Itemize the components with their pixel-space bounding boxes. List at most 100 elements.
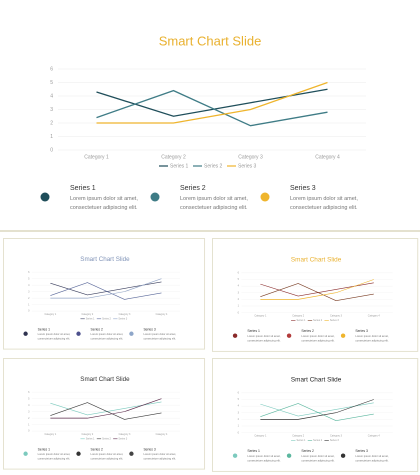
chart: Smart Chart Slide 0 1 2 3 4 5 6 Category 1 Catego… xyxy=(232,376,393,458)
series-line xyxy=(96,89,328,127)
x-tick-label: Category 1 xyxy=(45,433,57,436)
series-line xyxy=(260,403,374,422)
note-title: Series 2 xyxy=(91,447,103,451)
x-tick-label: Category 3 xyxy=(330,315,343,318)
series-line xyxy=(96,81,328,124)
note-dot xyxy=(76,451,81,456)
note-dot xyxy=(40,192,50,202)
series-line xyxy=(50,282,162,300)
series-line xyxy=(260,282,374,297)
note-text: Lorem ipsum dolor sit amet, consectetuer… xyxy=(355,335,389,343)
y-tick-label: 3 xyxy=(238,411,240,414)
y-tick-label: 4 xyxy=(238,285,240,288)
note-text: Lorem ipsum dolor sit amet, consectetuer… xyxy=(301,455,335,463)
x-tick-label: Category 3 xyxy=(238,154,263,160)
note-title: Series 3 xyxy=(355,329,368,333)
slide: Smart Chart Slide 0 1 2 3 4 5 6 Category 1 Catego… xyxy=(3,238,206,350)
y-tick-label: 2 xyxy=(28,297,30,300)
chart-title: Smart Chart Slide xyxy=(291,376,342,383)
note-dot xyxy=(286,333,292,338)
legend-label: Series 1 xyxy=(296,319,306,322)
series-line xyxy=(50,401,162,416)
x-tick-label: Category 2 xyxy=(82,313,94,316)
x-tick-label: Category 2 xyxy=(161,154,186,160)
note-title: Series 1 xyxy=(247,329,260,333)
note-text: Lorem ipsum dolor sit amet, consectetuer… xyxy=(37,453,71,461)
note-title: Series 3 xyxy=(143,447,155,451)
note-text: Lorem ipsum dolor sit amet, consectetuer… xyxy=(355,455,389,463)
legend-label: Series 3 xyxy=(238,163,257,169)
x-tick-label: Category 3 xyxy=(119,433,131,436)
x-tick-label: Category 3 xyxy=(119,313,131,316)
slide: Smart Chart Slide 0 1 2 3 4 5 6 Category 1 Catego… xyxy=(212,238,419,352)
legend-label: Series 2 xyxy=(102,437,111,440)
y-tick-label: 3 xyxy=(50,107,53,113)
y-tick-label: 3 xyxy=(28,410,30,413)
slide: Smart Chart Slide 0 1 2 3 4 5 6 Category 1 Catego… xyxy=(212,358,419,472)
x-tick-label: Category 2 xyxy=(82,433,94,436)
note-dot xyxy=(286,453,292,458)
series-line xyxy=(260,399,374,420)
note-text: Lorem ipsum dolor sit amet, consectetuer… xyxy=(290,196,358,211)
legend-label: Series 2 xyxy=(313,319,323,322)
note-title: Series 1 xyxy=(70,185,96,192)
y-tick-label: 0 xyxy=(238,311,240,314)
note-text: Lorem ipsum dolor sit amet, consectetuer… xyxy=(247,455,281,463)
y-tick-label: 3 xyxy=(238,291,240,294)
chart-title: Smart Chart Slide xyxy=(80,376,130,383)
x-tick-label: Category 1 xyxy=(254,435,267,438)
note-dot xyxy=(23,451,28,456)
series-line xyxy=(260,402,374,417)
note-dot xyxy=(340,333,346,338)
series-line xyxy=(260,279,374,300)
y-tick-label: 1 xyxy=(238,425,240,428)
y-tick-label: 6 xyxy=(238,272,240,275)
x-tick-label: Category 2 xyxy=(292,435,305,438)
y-tick-label: 2 xyxy=(28,417,30,420)
y-tick-label: 2 xyxy=(238,298,240,301)
note-dot xyxy=(340,453,346,458)
note-text: Lorem ipsum dolor sit amet, consectetuer… xyxy=(180,196,248,211)
y-tick-label: 5 xyxy=(50,80,53,86)
note-dot xyxy=(76,331,81,336)
y-tick-label: 5 xyxy=(238,278,240,281)
legend-label: Series 3 xyxy=(330,319,340,322)
y-tick-label: 1 xyxy=(238,305,240,308)
y-tick-label: 6 xyxy=(28,271,30,274)
y-tick-label: 6 xyxy=(50,66,53,72)
y-tick-label: 2 xyxy=(238,418,240,421)
note-text: Lorem ipsum dolor sit amet, consectetuer… xyxy=(37,333,71,341)
legend-label: Series 1 xyxy=(86,437,95,440)
y-tick-label: 6 xyxy=(28,391,30,394)
note-title: Series 1 xyxy=(38,327,50,331)
y-tick-label: 1 xyxy=(28,303,30,306)
note-dot xyxy=(232,333,238,338)
y-tick-label: 6 xyxy=(238,392,240,395)
note-text: Lorem ipsum dolor sit amet, consectetuer… xyxy=(143,453,177,461)
series-line xyxy=(50,402,162,420)
y-tick-label: 5 xyxy=(28,277,30,280)
legend-label: Series 3 xyxy=(330,439,340,442)
legend-label: Series 1 xyxy=(170,163,189,169)
note-text: Lorem ipsum dolor sit amet, consectetuer… xyxy=(90,333,124,341)
legend-label: Series 2 xyxy=(204,163,223,169)
x-tick-label: Category 1 xyxy=(45,313,57,316)
y-tick-label: 4 xyxy=(238,405,240,408)
y-tick-label: 1 xyxy=(28,423,30,426)
x-tick-label: Category 2 xyxy=(292,315,305,318)
note-dot xyxy=(129,331,134,336)
x-tick-label: Category 4 xyxy=(156,313,168,316)
note-title: Series 1 xyxy=(38,447,50,451)
note-title: Series 3 xyxy=(355,449,368,453)
x-tick-label: Category 4 xyxy=(156,433,168,436)
series-line xyxy=(260,283,374,302)
legend-label: Series 1 xyxy=(296,439,306,442)
legend-label: Series 3 xyxy=(118,437,127,440)
note-title: Series 3 xyxy=(290,185,316,192)
chart: Smart Chart Slide 0 1 2 3 4 5 6 Category 1 Catego… xyxy=(232,256,393,338)
note-title: Series 2 xyxy=(180,185,206,192)
y-tick-label: 5 xyxy=(238,398,240,401)
series-line xyxy=(50,398,162,419)
series-line xyxy=(50,278,162,299)
